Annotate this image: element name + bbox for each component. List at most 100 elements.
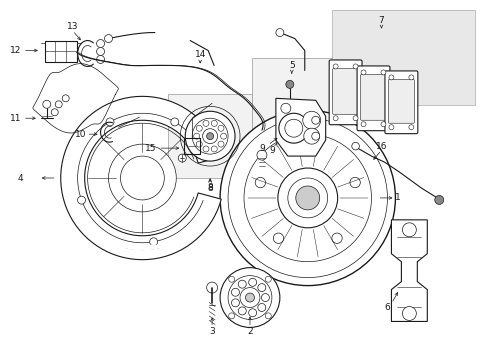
Circle shape [96,40,104,48]
Text: 16: 16 [375,141,386,150]
Circle shape [96,55,104,63]
Circle shape [402,306,415,320]
Circle shape [303,128,319,144]
Polygon shape [390,220,427,321]
Circle shape [332,116,337,121]
Circle shape [248,278,256,286]
Text: 4: 4 [18,174,23,183]
Text: 13: 13 [67,22,78,31]
FancyBboxPatch shape [328,60,361,125]
Circle shape [380,70,385,75]
Circle shape [211,120,217,126]
Text: 7: 7 [378,16,384,25]
Circle shape [261,293,269,302]
Circle shape [257,284,265,292]
Circle shape [360,70,366,75]
Circle shape [55,101,62,108]
Circle shape [331,233,342,243]
FancyBboxPatch shape [356,66,389,131]
Circle shape [302,111,320,129]
Circle shape [149,238,157,246]
Text: 2: 2 [246,327,252,336]
Circle shape [408,125,413,130]
Circle shape [228,276,234,282]
Text: 3: 3 [209,327,215,336]
Circle shape [238,280,246,288]
Circle shape [62,95,69,102]
Text: 11: 11 [10,114,21,123]
Circle shape [352,64,357,69]
Circle shape [220,268,279,328]
Polygon shape [275,98,325,156]
FancyBboxPatch shape [360,75,386,120]
Circle shape [434,195,443,204]
Circle shape [220,110,395,285]
Bar [168,94,251,178]
Circle shape [273,233,283,243]
Text: 12: 12 [10,46,21,55]
Circle shape [280,103,290,113]
Circle shape [203,146,208,152]
FancyBboxPatch shape [332,68,358,114]
Circle shape [388,125,393,130]
Circle shape [265,276,271,282]
Circle shape [206,282,217,293]
Text: 14: 14 [194,50,205,59]
Circle shape [193,133,199,139]
Text: 9: 9 [259,144,264,153]
Circle shape [228,313,234,319]
Circle shape [231,288,239,296]
Circle shape [203,120,208,126]
Circle shape [196,125,202,131]
Circle shape [255,177,265,188]
Circle shape [257,303,265,311]
Circle shape [211,146,217,152]
Circle shape [231,299,239,307]
Circle shape [265,313,271,319]
Circle shape [311,132,319,140]
FancyBboxPatch shape [384,71,417,134]
Circle shape [96,48,104,55]
FancyBboxPatch shape [387,80,413,123]
Text: 1: 1 [394,193,400,202]
Circle shape [220,133,226,139]
Polygon shape [61,96,221,260]
Circle shape [78,196,85,204]
Circle shape [351,142,359,150]
Circle shape [245,293,254,302]
Circle shape [42,100,51,108]
Circle shape [311,116,319,124]
Circle shape [51,109,58,116]
Circle shape [178,154,186,162]
Circle shape [218,141,224,147]
Circle shape [332,64,337,69]
Circle shape [104,35,112,42]
Bar [331,10,474,105]
Text: 8: 8 [207,184,213,193]
Circle shape [108,144,176,212]
Circle shape [402,223,415,237]
Text: 15: 15 [144,144,156,153]
Circle shape [256,150,266,160]
Circle shape [285,80,293,88]
Text: 9: 9 [268,145,274,154]
Circle shape [295,186,319,210]
Circle shape [106,118,114,126]
Circle shape [380,122,385,127]
Circle shape [196,141,202,147]
Circle shape [302,143,312,153]
Circle shape [218,125,224,131]
Text: 5: 5 [288,61,294,70]
Circle shape [388,75,393,80]
Circle shape [349,177,360,188]
Circle shape [185,111,235,161]
Polygon shape [118,246,166,250]
Circle shape [408,75,413,80]
Circle shape [360,122,366,127]
Text: 6: 6 [384,303,389,312]
Circle shape [170,118,179,126]
Bar [45,41,77,62]
Circle shape [248,309,256,317]
Circle shape [275,28,283,37]
Text: 10: 10 [75,130,86,139]
